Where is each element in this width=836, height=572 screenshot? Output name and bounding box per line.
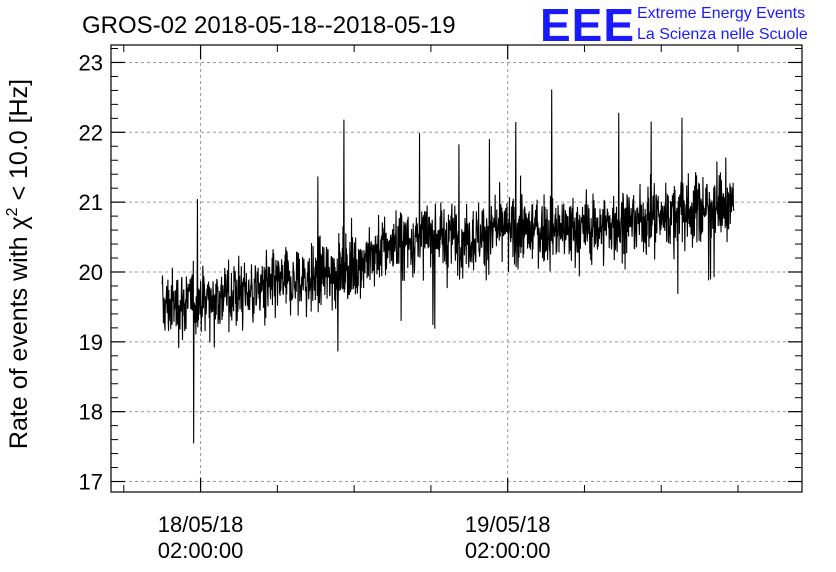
y-axis-label-main: Rate of events with χ (5, 216, 33, 449)
tick-labels: 1718192021222318/05/1802:00:0019/05/1802… (79, 50, 551, 563)
x-tick-label-time: 02:00:00 (158, 538, 244, 563)
ticks (111, 45, 802, 492)
y-axis-label: Rate of events with χ2 < 10.0 [Hz] (4, 79, 33, 449)
y-tick-label: 18 (79, 400, 103, 425)
y-tick-label: 22 (79, 120, 103, 145)
y-tick-label: 20 (79, 260, 103, 285)
x-tick-label-date: 19/05/18 (465, 512, 551, 537)
y-axis-label-superscript: 2 (4, 207, 21, 216)
grid (111, 45, 802, 492)
eee-logo: EEE Extreme Energy Events La Scienza nel… (540, 0, 808, 51)
y-tick-label: 19 (79, 330, 103, 355)
chart-title: GROS-02 2018-05-18--2018-05-19 (82, 12, 456, 39)
logo-line-2: La Scienza nelle Scuole (637, 26, 808, 43)
y-tick-label: 17 (79, 470, 103, 495)
y-tick-label: 21 (79, 190, 103, 215)
y-axis-label-suffix: < 10.0 [Hz] (5, 79, 33, 208)
series-group (161, 89, 735, 444)
x-tick-label-date: 18/05/18 (158, 512, 244, 537)
plot-frame (110, 44, 803, 493)
logo-letters: EEE (540, 0, 635, 51)
series-line (161, 89, 735, 444)
x-tick-label-time: 02:00:00 (465, 538, 551, 563)
logo-line-1: Extreme Energy Events (637, 5, 805, 22)
y-tick-label: 23 (79, 50, 103, 75)
